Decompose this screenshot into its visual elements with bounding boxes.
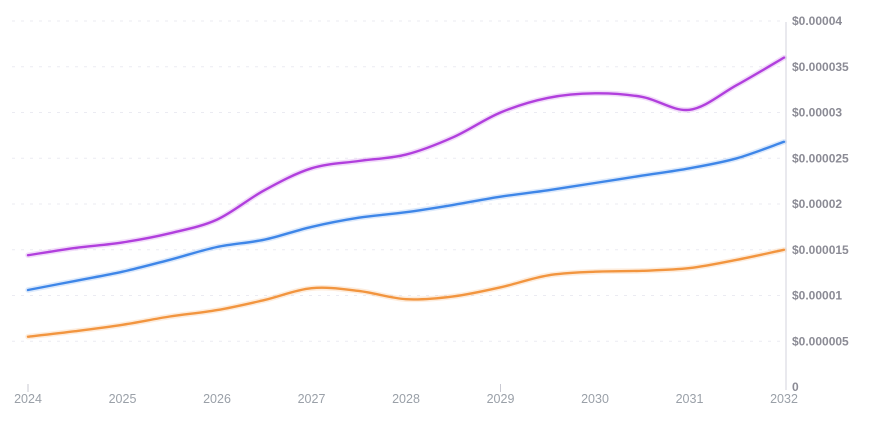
orange-series-line[interactable] <box>26 248 786 338</box>
blue-series-line[interactable] <box>26 140 786 292</box>
x-axis-label: 2032 <box>770 392 798 406</box>
y-axis-label: $0.00004 <box>792 14 842 28</box>
y-axis-label: $0.000015 <box>792 243 849 257</box>
y-axis-label: $0.00003 <box>792 106 842 120</box>
x-axis-label: 2024 <box>14 392 42 406</box>
y-axis-label: $0.000035 <box>792 60 849 74</box>
y-axis-label: 0 <box>792 380 799 394</box>
x-axis-label: 2026 <box>203 392 231 406</box>
x-axis-label: 2025 <box>109 392 137 406</box>
x-axis-label: 2030 <box>581 392 609 406</box>
purple-series-glow <box>25 54 787 258</box>
purple-series-line[interactable] <box>26 56 786 257</box>
orange-series-glow <box>25 247 787 340</box>
x-axis-label: 2029 <box>487 392 515 406</box>
x-axis-label: 2027 <box>298 392 326 406</box>
y-axis-label: $0.00001 <box>792 289 842 303</box>
x-axis-label: 2028 <box>392 392 420 406</box>
y-axis-label: $0.000025 <box>792 151 849 165</box>
y-axis-label: $0.00002 <box>792 197 842 211</box>
x-axis-label: 2031 <box>676 392 704 406</box>
y-axis-label: $0.000005 <box>792 334 849 348</box>
